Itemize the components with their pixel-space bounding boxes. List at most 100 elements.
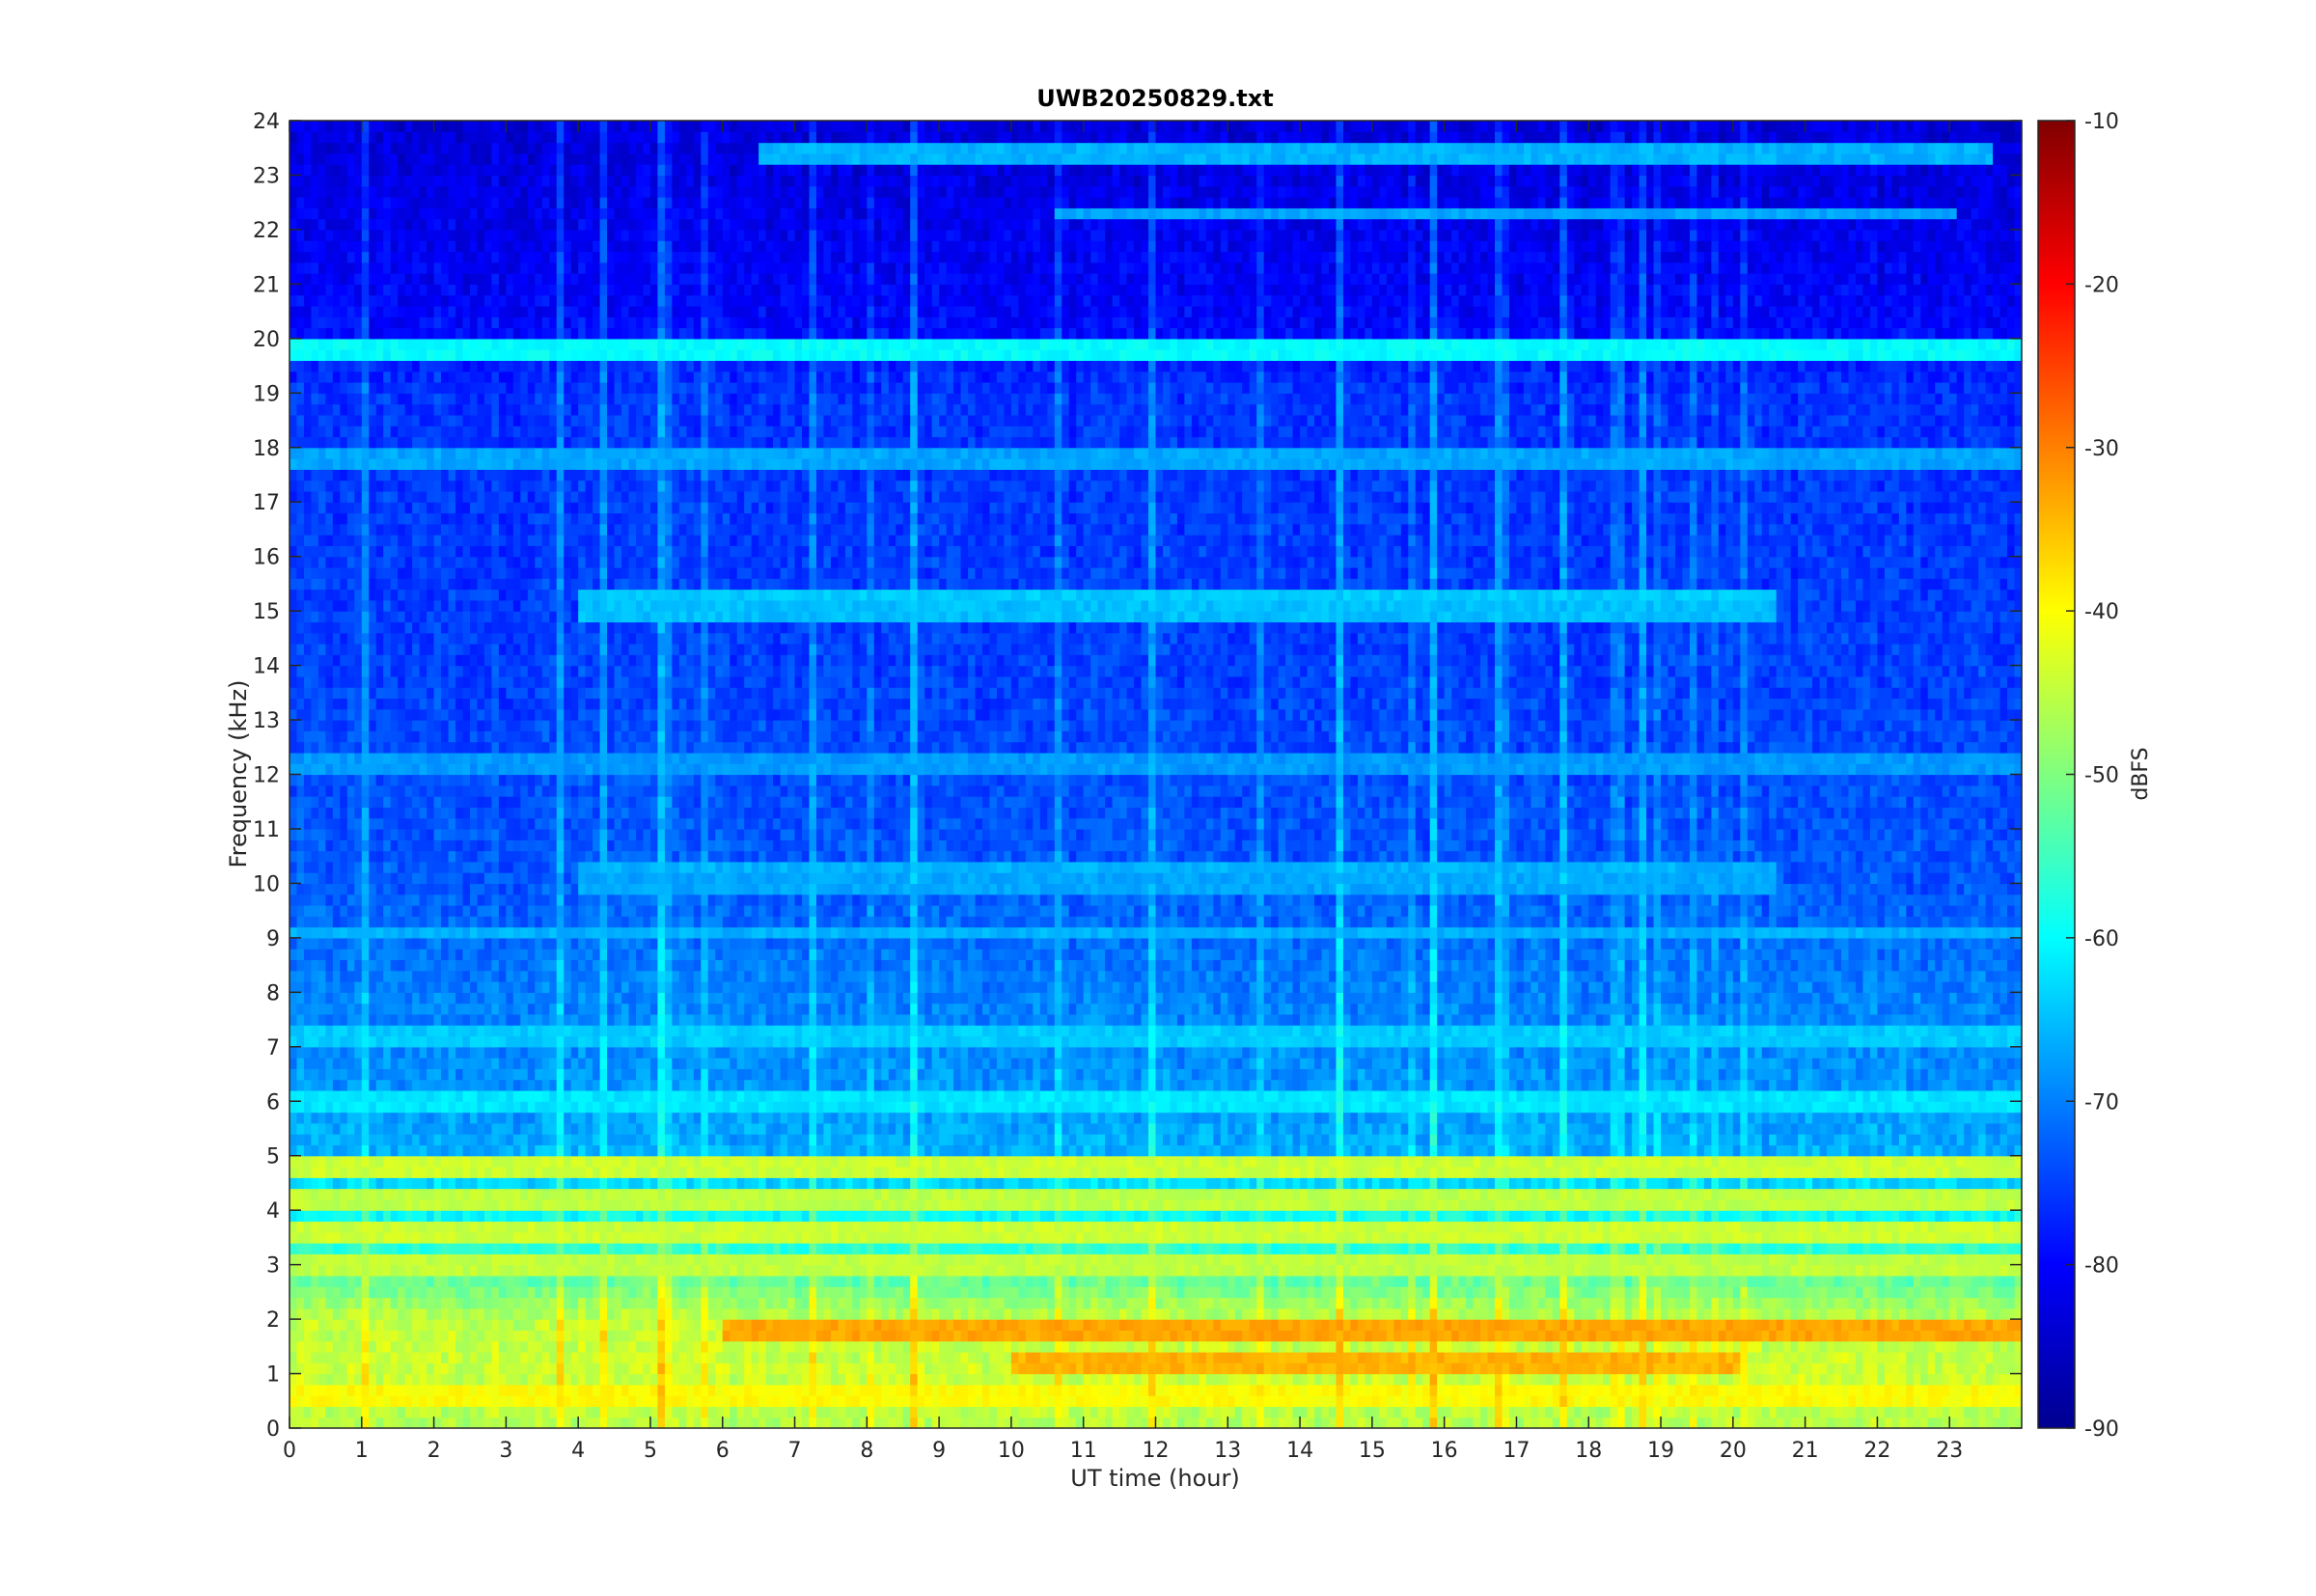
heatmap-cell (498, 916, 507, 928)
heatmap-cell (527, 1144, 536, 1157)
heatmap-cell (383, 949, 392, 961)
heatmap-cell (448, 1395, 456, 1408)
heatmap-cell (303, 121, 313, 132)
heatmap-cell (317, 1351, 326, 1363)
heatmap-cell (419, 1013, 427, 1026)
heatmap-cell (549, 1395, 558, 1408)
heatmap-cell (311, 175, 319, 187)
heatmap-cell (477, 916, 485, 928)
heatmap-cell (498, 937, 507, 949)
heatmap-cell (535, 665, 543, 677)
heatmap-cell (433, 611, 442, 623)
heatmap-cell (427, 1221, 435, 1233)
heatmap-cell (506, 1286, 514, 1299)
heatmap-cell (390, 1253, 399, 1266)
heatmap-cell (412, 426, 421, 438)
heatmap-cell (311, 1253, 319, 1266)
heatmap-cell (541, 1089, 550, 1102)
heatmap-cell (462, 1395, 471, 1408)
heatmap-cell (512, 1101, 521, 1114)
heatmap-cell (469, 949, 479, 961)
heatmap-cell (506, 1155, 514, 1168)
heatmap-cell (541, 240, 550, 253)
heatmap-cell (427, 632, 435, 645)
heatmap-cell (527, 566, 536, 579)
heatmap-cell (498, 469, 507, 482)
heatmap-cell (491, 926, 500, 939)
heatmap-cell (383, 1373, 392, 1386)
heatmap-cell (332, 599, 341, 612)
heatmap-cell (549, 1046, 558, 1059)
heatmap-cell (448, 1134, 456, 1146)
heatmap-cell (375, 675, 384, 688)
heatmap-cell (325, 414, 334, 427)
heatmap-cell (455, 305, 464, 317)
heatmap-cell (527, 774, 536, 786)
heatmap-cell (564, 1395, 572, 1408)
heatmap-cell (556, 894, 565, 906)
heatmap-cell (361, 1253, 370, 1266)
heatmap-cell (311, 535, 319, 546)
heatmap-cell (354, 1112, 363, 1124)
heatmap-cell (483, 1395, 493, 1408)
heatmap-cell (390, 1188, 399, 1200)
heatmap-cell (354, 817, 363, 830)
heatmap-cell (441, 1243, 450, 1254)
heatmap-cell (462, 1406, 471, 1418)
heatmap-cell (585, 796, 593, 808)
heatmap-cell (354, 218, 363, 231)
heatmap-cell (419, 949, 427, 961)
heatmap-cell (527, 229, 536, 241)
heatmap-cell (325, 1046, 334, 1059)
heatmap-cell (317, 273, 326, 285)
heatmap-cell (375, 1417, 384, 1429)
heatmap-cell (369, 273, 377, 285)
heatmap-cell (383, 730, 392, 743)
heatmap-cell (469, 599, 479, 612)
heatmap-cell (354, 784, 363, 797)
heatmap-cell (564, 589, 572, 601)
heatmap-cell (404, 817, 413, 830)
heatmap-cell (462, 1384, 471, 1396)
heatmap-cell (512, 490, 521, 503)
heatmap-cell (512, 566, 521, 579)
heatmap-cell (375, 1330, 384, 1342)
heatmap-cell (506, 1373, 514, 1386)
heatmap-cell (340, 850, 348, 863)
heatmap-cell (427, 1155, 435, 1168)
heatmap-cell (498, 698, 507, 710)
heatmap-cell (346, 1177, 355, 1190)
heatmap-cell (564, 371, 572, 383)
heatmap-cell (404, 1351, 413, 1363)
heatmap-cell (332, 164, 341, 177)
heatmap-cell (419, 850, 427, 863)
heatmap-cell (398, 599, 406, 612)
heatmap-cell (498, 426, 507, 438)
heatmap-cell (455, 185, 464, 198)
heatmap-cell (290, 621, 298, 634)
heatmap-cell (549, 1089, 558, 1102)
heatmap-cell (578, 131, 587, 144)
heatmap-cell (570, 916, 579, 928)
heatmap-cell (498, 1058, 507, 1069)
heatmap-cell (369, 1155, 377, 1168)
heatmap-cell (556, 1122, 565, 1135)
heatmap-cell (441, 937, 450, 949)
heatmap-cell (296, 1221, 305, 1233)
heatmap-cell (469, 251, 479, 263)
heatmap-cell (549, 1340, 558, 1353)
heatmap-cell (441, 436, 450, 449)
heatmap-cell (427, 937, 435, 949)
heatmap-cell (469, 360, 479, 372)
heatmap-cell (441, 632, 450, 645)
heatmap-cell (535, 970, 543, 982)
heatmap-cell (469, 458, 479, 470)
heatmap-cell (535, 1395, 543, 1408)
heatmap-cell (512, 850, 521, 863)
heatmap-cell (325, 1210, 334, 1223)
heatmap-cell (477, 142, 485, 154)
heatmap-cell (375, 403, 384, 416)
heatmap-cell (296, 338, 305, 350)
heatmap-cell (311, 937, 319, 949)
heatmap-cell (361, 981, 370, 993)
